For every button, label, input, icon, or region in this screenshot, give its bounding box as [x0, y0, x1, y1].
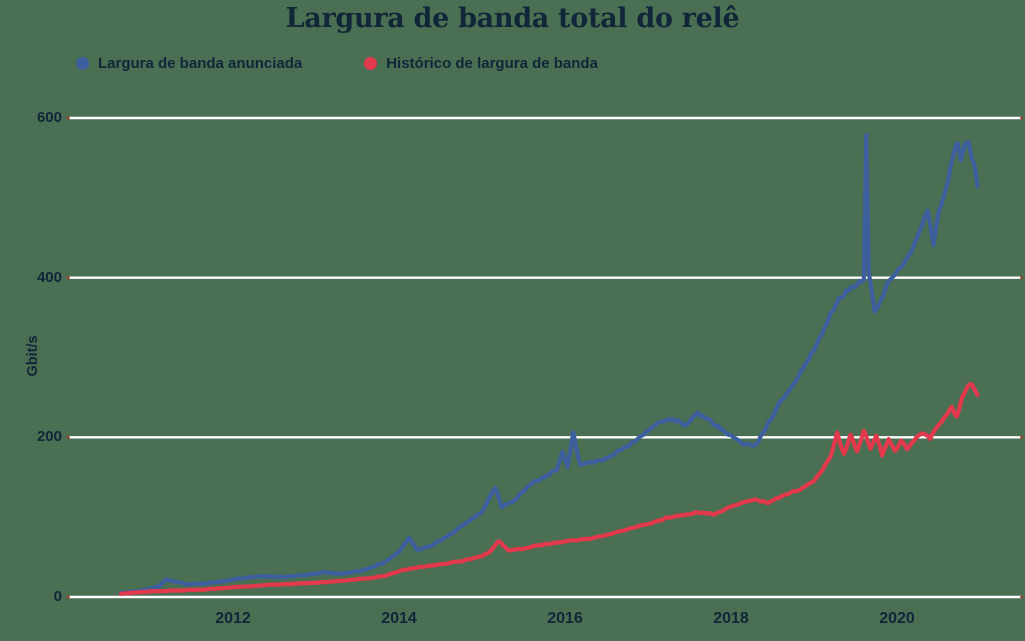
tick-cap: [67, 595, 70, 599]
xtick-2016: 2016: [547, 610, 583, 627]
tick-cap: [1020, 276, 1023, 279]
tick-cap: [1020, 436, 1023, 439]
tick-cap: [1020, 595, 1023, 599]
chart-title: Largura de banda total do relê: [285, 3, 740, 34]
ytick-600: 600: [36, 109, 62, 126]
tick-cap: [67, 436, 70, 439]
series-line-advertised: [118, 133, 980, 595]
xtick-2014: 2014: [381, 610, 417, 627]
xtick-2020: 2020: [879, 610, 915, 627]
xtick-2018: 2018: [713, 610, 749, 627]
ytick-200: 200: [36, 428, 62, 445]
tick-cap: [67, 116, 70, 120]
legend-item-history: Histórico de largura de banda: [364, 55, 598, 72]
legend-label-advertised: Largura de banda anunciada: [98, 55, 303, 72]
legend-label-history: Histórico de largura de banda: [386, 55, 598, 72]
chart-legend: Largura de banda anunciada Histórico de …: [76, 55, 598, 72]
y-axis-label: Gbit/s: [25, 335, 41, 377]
tick-cap: [67, 276, 70, 279]
xtick-2012: 2012: [215, 610, 251, 627]
legend-dot-history-icon: [364, 57, 378, 70]
legend-dot-advertised-icon: [76, 57, 89, 70]
ytick-400: 400: [36, 269, 62, 286]
series-line-history: [118, 382, 980, 596]
legend-item-advertised: Largura de banda anunciada: [76, 55, 302, 72]
tick-cap: [1020, 116, 1023, 120]
ytick-0: 0: [53, 588, 62, 605]
